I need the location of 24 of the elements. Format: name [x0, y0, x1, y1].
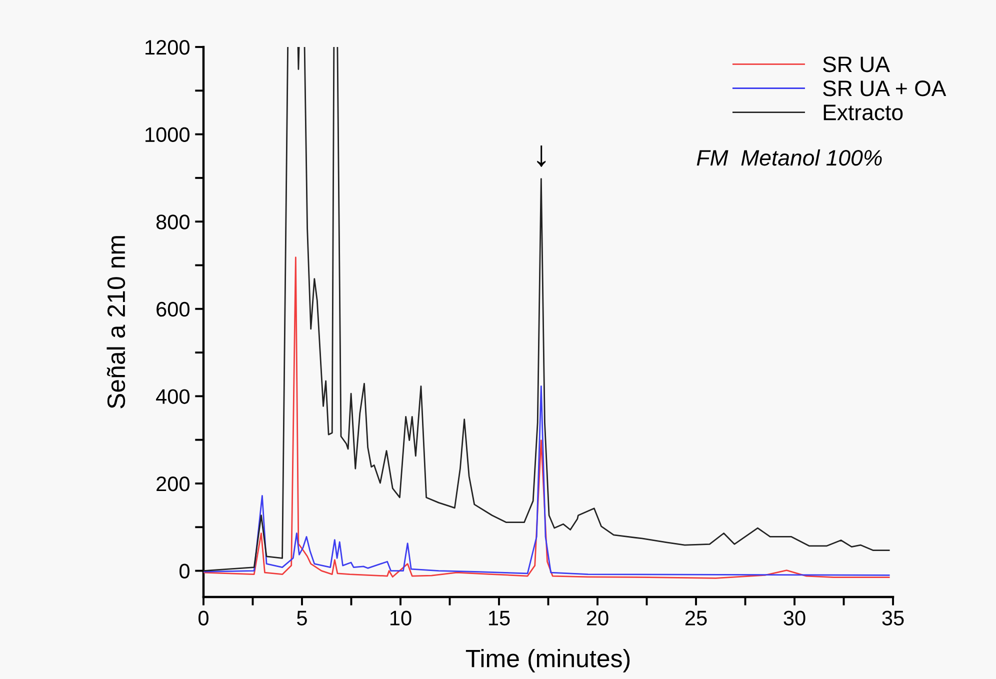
y-tick-label: 800 — [156, 214, 190, 230]
legend-label: SR UA — [823, 56, 890, 72]
x-tick-label: 15 — [489, 610, 510, 626]
x-tick-label: 20 — [586, 610, 608, 626]
y-tick-label: 400 — [156, 389, 190, 404]
legend-label: Extracto — [824, 104, 903, 120]
y-tick-label: 200 — [156, 476, 190, 492]
legend-label: SR UA + OA — [823, 80, 946, 96]
x-tick-label: 25 — [685, 610, 707, 626]
x-tick-label: 10 — [390, 610, 412, 626]
x-tick-label: 30 — [784, 610, 806, 626]
annotation: FM Metanol 100% — [696, 149, 882, 166]
y-tick-label: 1200 — [146, 40, 190, 55]
annotation: ↓ — [537, 145, 546, 167]
y-tick-label: 0 — [180, 564, 190, 579]
x-tick-label: 35 — [882, 610, 904, 626]
y-axis-title: Señal a 210 nm — [106, 236, 126, 408]
x-tick-label: 5 — [297, 610, 307, 626]
line-series — [203, 256, 890, 579]
x-axis-title: Time (minutes) — [466, 649, 630, 672]
line-series — [203, 385, 890, 576]
y-tick-label: 1000 — [146, 127, 190, 142]
y-tick-label: 600 — [156, 302, 190, 317]
x-tick-label: 0 — [198, 610, 208, 626]
